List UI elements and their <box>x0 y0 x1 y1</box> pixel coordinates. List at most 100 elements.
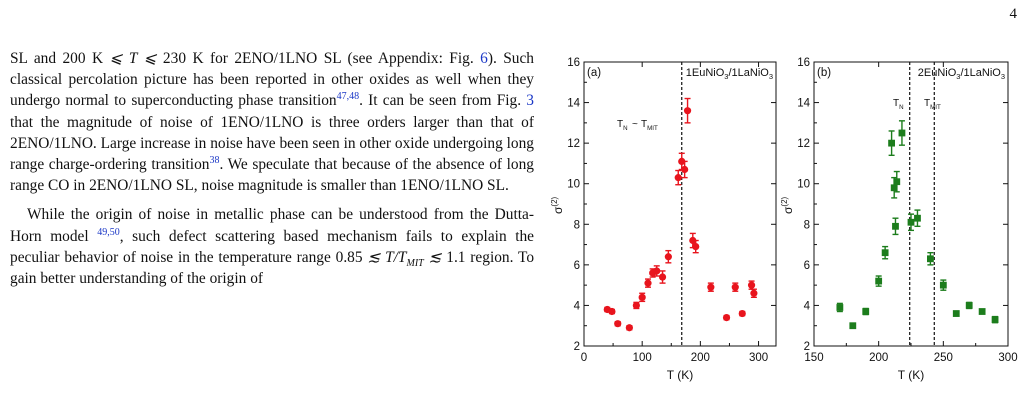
math-symbol: T <box>128 50 138 67</box>
text-run: While the origin of noise in metallic ph… <box>10 206 534 245</box>
data-point <box>644 279 652 287</box>
text-run: . We speculate that because of the absen… <box>10 156 534 195</box>
data-point <box>664 253 672 261</box>
data-point <box>608 307 616 316</box>
data-point <box>692 243 700 251</box>
data-point <box>674 174 682 182</box>
data-point <box>632 301 640 310</box>
x-axis-label: T (K) <box>898 368 924 382</box>
annotation-tmit-sub: MIT <box>930 104 941 111</box>
data-point <box>681 165 689 174</box>
annotation-tn-sub: N <box>899 104 903 111</box>
data-point <box>836 304 844 311</box>
data-point <box>965 302 973 309</box>
plot-frame <box>813 61 1009 347</box>
data-point <box>914 214 921 222</box>
text-run: . It can be seen from Fig. <box>359 92 527 110</box>
math-symbol: ⩽ <box>137 50 163 67</box>
math-symbol: ≲ <box>423 248 447 266</box>
x-tick-label: 200 <box>869 352 888 364</box>
y-label-sup: (2) <box>550 196 559 206</box>
annotation-tn: TN <box>893 98 904 111</box>
y-tick-label: 2 <box>804 341 810 353</box>
y-tick-label: 6 <box>574 260 580 272</box>
y-label-base: σ <box>551 206 565 214</box>
data-point <box>939 281 947 289</box>
data-point <box>893 178 901 186</box>
y-tick-label: 16 <box>797 57 810 69</box>
data-point <box>849 322 857 330</box>
text-run: 1.1 region. To gain better understanding… <box>10 248 535 288</box>
annotation-tn: TN <box>617 119 628 132</box>
y-tick-label: 12 <box>797 138 810 150</box>
y-tick-label: 16 <box>567 57 580 69</box>
plot-frame <box>583 61 777 347</box>
y-tick-label: 8 <box>574 219 580 231</box>
title-subscript: 3 <box>769 72 773 81</box>
math-symbol: ⩽ <box>109 50 129 67</box>
panel-label: (b) <box>817 67 831 79</box>
y-axis-label: σ(2) <box>780 196 795 214</box>
x-tick-label: 300 <box>749 352 768 364</box>
y-tick-label: 14 <box>567 98 580 110</box>
annotation-tilde: ~ <box>632 119 638 130</box>
x-tick-label: 200 <box>691 352 710 364</box>
y-tick-label: 14 <box>797 98 810 110</box>
x-tick-label: 250 <box>934 352 953 364</box>
y-tick-label: 8 <box>804 219 810 231</box>
text-run: that the magnitude of noise of 1ENO/1LNO… <box>10 113 534 174</box>
data-point <box>707 283 715 291</box>
paragraph-1: SL and 200 K ⩽ T ⩽ 230 K for 2ENO/1LNO S… <box>10 48 534 196</box>
data-point <box>750 289 758 297</box>
data-point <box>731 283 739 291</box>
annotation-tmit-sub: MIT <box>647 125 658 132</box>
data-point <box>888 139 895 147</box>
data-point <box>862 308 870 315</box>
paragraph-2: While the origin of noise in metallic ph… <box>10 204 534 289</box>
y-label-sup: (2) <box>780 196 789 206</box>
data-point <box>658 273 667 281</box>
data-point <box>738 309 746 318</box>
data-point <box>653 267 661 275</box>
citation-ref[interactable]: 49,50 <box>97 226 120 238</box>
citation-ref[interactable]: 47,48 <box>336 91 360 103</box>
x-tick-label: 0 <box>581 352 587 364</box>
title-subscript: 3 <box>1001 72 1005 81</box>
title-subscript: 3 <box>956 72 960 81</box>
y-axis-label: σ(2) <box>550 196 565 214</box>
annotation-tmit: TMIT <box>924 98 941 111</box>
x-axis-label: T (K) <box>667 368 693 382</box>
data-point <box>881 249 889 257</box>
annotation-tn-base: T <box>893 98 899 109</box>
chart-panel-a: 2 4 6 8 10 12 14 16 0 100 200 300 T (K) σ(2) (a) 1EuNiO… <box>550 57 777 382</box>
annotation-tmit-base: T <box>641 119 647 130</box>
data-point <box>625 324 633 332</box>
chart-title: 2EuNiO3/1LaNiO3 <box>918 67 1005 81</box>
y-tick-label: 4 <box>574 300 581 312</box>
data-point <box>890 184 898 192</box>
figure-ref[interactable]: 3 <box>526 92 534 110</box>
x-tick-label: 300 <box>998 352 1017 364</box>
citation-ref[interactable]: 38 <box>209 154 220 166</box>
text-run: , such defect scattering based mechanism… <box>10 227 535 266</box>
y-tick-label: 6 <box>804 260 810 272</box>
annotation-tmit: TMIT <box>641 119 658 132</box>
data-point <box>747 281 756 289</box>
title-part: 2EuNiO <box>918 67 957 79</box>
y-tick-label: 2 <box>574 341 580 353</box>
chart-title: 1EuNiO3/1LaNiO3 <box>686 67 773 81</box>
text-column: SL and 200 K ⩽ T ⩽ 230 K for 2ENO/1LNO S… <box>10 48 534 289</box>
text-run: ). Such classical percolation picture ha… <box>10 50 534 110</box>
annotation-tn-sub: N <box>623 125 627 132</box>
y-tick-label: 4 <box>804 300 811 312</box>
x-tick-label: 100 <box>633 352 652 364</box>
data-point <box>614 320 622 328</box>
figure-ref[interactable]: 6 <box>480 50 488 67</box>
data-point <box>875 277 883 285</box>
title-part: 1EuNiO <box>686 67 725 79</box>
y-tick-label: 12 <box>567 138 580 150</box>
y-tick-label: 10 <box>567 179 580 191</box>
data-point <box>683 107 692 115</box>
panel-label: (a) <box>587 67 601 79</box>
y-label-base: σ <box>781 206 795 214</box>
